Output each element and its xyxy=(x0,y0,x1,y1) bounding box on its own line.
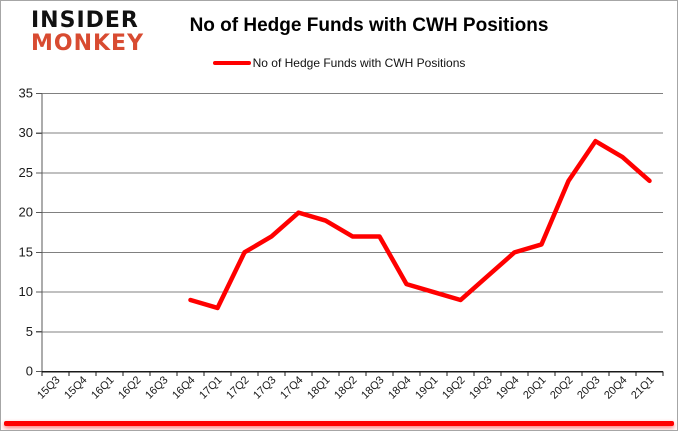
x-tick-label: 19Q3 xyxy=(467,374,495,402)
x-tick-label: 17Q3 xyxy=(251,374,279,402)
y-tick-label: 25 xyxy=(19,165,33,180)
x-tick-label: 17Q1 xyxy=(197,374,225,402)
y-tick-label: 10 xyxy=(19,284,33,299)
x-tick-label: 21Q1 xyxy=(629,374,657,402)
x-tick-label: 15Q4 xyxy=(62,374,90,402)
x-tick-label: 16Q3 xyxy=(143,374,171,402)
x-tick-label: 19Q1 xyxy=(413,374,441,402)
x-tick-label: 20Q4 xyxy=(602,374,630,402)
chart-title: No of Hedge Funds with CWH Positions xyxy=(189,15,549,36)
x-tick-label: 16Q2 xyxy=(116,374,144,402)
x-tick-label: 20Q3 xyxy=(575,374,603,402)
y-tick-label: 0 xyxy=(26,364,33,379)
bottom-red-bar xyxy=(4,421,674,426)
legend-line-icon xyxy=(212,61,251,65)
x-tick-label: 17Q2 xyxy=(224,374,252,402)
x-tick-label: 18Q4 xyxy=(386,374,414,402)
x-tick-label: 19Q4 xyxy=(494,374,522,402)
x-tick-label: 20Q2 xyxy=(548,374,576,402)
insider-monkey-logo: INSIDER MONKEY xyxy=(31,9,144,55)
x-tick-label: 16Q4 xyxy=(170,374,198,402)
y-tick-label: 30 xyxy=(19,125,33,140)
logo-monkey-text: MONKEY xyxy=(31,31,145,56)
logo-insider-text: INSIDER xyxy=(31,8,139,33)
series-line xyxy=(188,138,652,311)
x-tick-label: 16Q1 xyxy=(89,374,117,402)
x-tick-label: 18Q3 xyxy=(359,374,387,402)
x-tick-label: 17Q4 xyxy=(278,374,306,402)
x-tick-label: 19Q2 xyxy=(440,374,468,402)
legend-label: No of Hedge Funds with CWH Positions xyxy=(252,56,466,70)
legend: No of Hedge Funds with CWH Positions xyxy=(1,56,677,70)
y-tick-label: 35 xyxy=(19,86,33,101)
x-tick-label: 18Q1 xyxy=(305,374,333,402)
y-tick-label: 15 xyxy=(19,244,33,259)
y-tick-label: 5 xyxy=(26,324,33,339)
x-tick-label: 15Q3 xyxy=(35,374,63,402)
y-tick-label: 20 xyxy=(19,205,33,220)
x-tick-label: 18Q2 xyxy=(332,374,360,402)
x-tick-label: 20Q1 xyxy=(521,374,549,402)
